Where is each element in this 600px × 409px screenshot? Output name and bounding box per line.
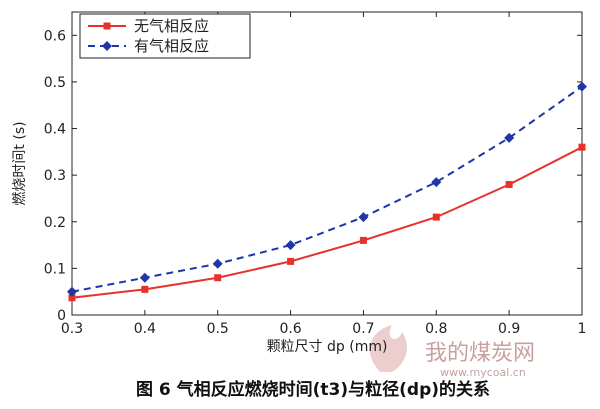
series-line bbox=[71, 146, 583, 299]
legend-marker bbox=[102, 41, 112, 51]
legend-marker bbox=[103, 22, 111, 30]
y-axis-title: 燃烧时间t (s) bbox=[11, 121, 28, 205]
data-point bbox=[139, 272, 150, 283]
x-tick-label: 0.5 bbox=[207, 321, 229, 337]
data-point bbox=[578, 143, 586, 151]
y-tick-label: 0.1 bbox=[44, 261, 66, 277]
watermark-url: www.mycoal.cn bbox=[440, 366, 526, 379]
x-tick-label: 0.6 bbox=[279, 321, 301, 337]
watermark: 我的煤炭网 www.mycoal.cn bbox=[369, 325, 535, 379]
data-point bbox=[431, 177, 442, 188]
axes: 0.3 0.4 0.5 0.6 0.7 0.8 0.9 1 0 0.1 0.2 0.3 0.4 0.5 0.… bbox=[11, 11, 587, 355]
y-tick-label: 0.4 bbox=[44, 122, 66, 138]
x-axis-title: 颗粒尺寸 dp (mm) bbox=[267, 339, 388, 355]
series-1 bbox=[68, 143, 586, 302]
x-tick-label: 0.4 bbox=[134, 321, 156, 337]
watermark-text: 我的煤炭网 bbox=[425, 341, 535, 366]
x-tick-label: 0.3 bbox=[61, 321, 83, 337]
y-tick-label: 0.6 bbox=[44, 28, 66, 44]
x-tick-label: 1 bbox=[578, 321, 587, 337]
x-tick-label: 0.8 bbox=[425, 321, 447, 337]
data-point bbox=[141, 285, 149, 293]
data-point bbox=[505, 180, 513, 188]
series-layer bbox=[67, 81, 587, 302]
data-point bbox=[359, 236, 367, 244]
y-tick-label: 0.2 bbox=[44, 215, 66, 231]
legend-label: 无气相反应 bbox=[134, 17, 209, 35]
data-point bbox=[68, 294, 76, 302]
data-point bbox=[577, 81, 587, 92]
y-tick-label: 0.5 bbox=[44, 75, 66, 91]
legend-box bbox=[79, 13, 251, 59]
data-point bbox=[358, 212, 369, 223]
series-2 bbox=[67, 81, 587, 297]
data-point bbox=[504, 132, 515, 143]
data-point bbox=[287, 257, 295, 265]
series-line bbox=[71, 85, 583, 293]
plot-frame bbox=[71, 11, 583, 316]
x-tick-label: 0.7 bbox=[352, 321, 374, 337]
legend-label: 有气相反应 bbox=[134, 37, 209, 55]
figure-caption: 图 6 气相反应燃烧时间(t3)与粒径(dp)的关系 bbox=[136, 379, 490, 400]
y-tick-label: 0.3 bbox=[44, 168, 66, 184]
data-point bbox=[214, 274, 222, 282]
x-tick-label: 0.9 bbox=[498, 321, 520, 337]
data-point bbox=[432, 213, 440, 221]
data-point bbox=[285, 240, 296, 251]
flame-logo-icon bbox=[369, 325, 407, 372]
data-point bbox=[67, 286, 77, 297]
data-point bbox=[212, 258, 223, 269]
y-tick-label: 0 bbox=[57, 308, 66, 324]
